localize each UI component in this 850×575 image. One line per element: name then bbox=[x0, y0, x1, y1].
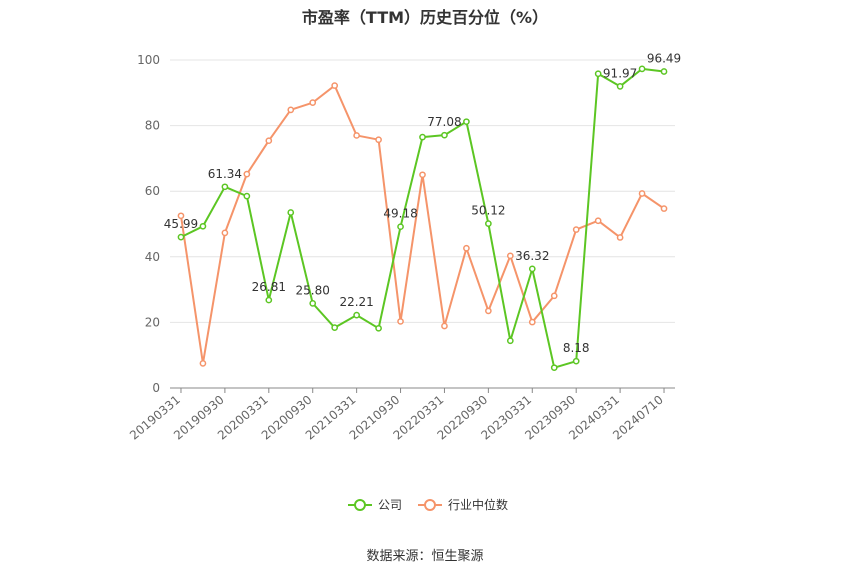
data-label: 45.99 bbox=[164, 217, 198, 231]
y-tick-label: 60 bbox=[145, 184, 160, 198]
data-point-industry-median bbox=[638, 190, 646, 197]
data-point-company bbox=[660, 68, 668, 75]
legend-label[interactable]: 公司 bbox=[378, 498, 402, 512]
data-point-industry-median bbox=[616, 234, 624, 241]
data-source: 数据来源：恒生聚源 bbox=[366, 549, 484, 564]
data-point-company bbox=[331, 324, 339, 331]
data-point-industry-median bbox=[375, 136, 382, 144]
data-point-industry-median bbox=[221, 229, 229, 237]
data-point-industry-median bbox=[660, 205, 668, 212]
data-point-company bbox=[419, 133, 426, 141]
data-label: 36.32 bbox=[515, 249, 549, 263]
data-point-company bbox=[353, 311, 360, 319]
chart-title: 市盈率（TTM）历史百分位（%） bbox=[301, 8, 549, 27]
data-point-company bbox=[616, 82, 624, 90]
y-tick-label: 0 bbox=[152, 381, 160, 395]
data-point-industry-median bbox=[485, 307, 492, 315]
data-point-industry-median bbox=[331, 82, 339, 89]
data-label: 26.81 bbox=[252, 280, 286, 294]
data-label: 8.18 bbox=[563, 341, 590, 355]
y-tick-label: 80 bbox=[145, 119, 160, 133]
data-point-industry-median bbox=[528, 318, 536, 326]
data-point-company bbox=[572, 357, 580, 365]
data-label: 22.21 bbox=[339, 295, 373, 309]
data-point-company bbox=[221, 183, 229, 191]
legend-marker-industry-median[interactable] bbox=[424, 499, 436, 511]
line-chart: 0204060801002019033120190930202003312020… bbox=[127, 52, 681, 512]
data-point-industry-median bbox=[177, 212, 185, 220]
data-point-industry-median bbox=[506, 252, 514, 260]
data-label: 49.18 bbox=[383, 207, 417, 221]
data-point-company bbox=[177, 233, 185, 241]
data-label: 77.08 bbox=[427, 115, 461, 129]
data-point-industry-median bbox=[243, 170, 251, 178]
data-point-company bbox=[309, 300, 317, 307]
data-point-company bbox=[243, 192, 251, 200]
data-point-company bbox=[287, 209, 295, 216]
data-point-industry-median bbox=[287, 106, 295, 114]
data-point-industry-median bbox=[441, 322, 448, 330]
data-point-company bbox=[550, 364, 558, 372]
data-point-company bbox=[638, 65, 646, 73]
data-point-company bbox=[594, 70, 602, 78]
data-point-company bbox=[441, 131, 448, 139]
data-point-company bbox=[375, 324, 382, 332]
data-point-industry-median bbox=[594, 217, 602, 225]
data-label: 25.80 bbox=[296, 283, 330, 297]
data-point-industry-median bbox=[419, 171, 426, 179]
data-point-company bbox=[506, 337, 514, 345]
data-point-company bbox=[265, 296, 273, 304]
data-point-industry-median bbox=[309, 99, 317, 106]
data-point-company bbox=[199, 222, 207, 230]
y-tick-label: 100 bbox=[137, 53, 160, 67]
data-label: 61.34 bbox=[208, 167, 242, 181]
data-label: 96.49 bbox=[647, 52, 681, 66]
data-point-company bbox=[397, 223, 404, 231]
y-tick-label: 40 bbox=[145, 250, 160, 264]
data-point-company bbox=[528, 265, 536, 273]
data-label: 50.12 bbox=[471, 204, 505, 218]
data-point-industry-median bbox=[550, 292, 558, 300]
data-point-company bbox=[485, 220, 492, 227]
legend-label[interactable]: 行业中位数 bbox=[448, 497, 508, 512]
data-label: 91.97 bbox=[603, 66, 637, 80]
data-point-industry-median bbox=[199, 360, 207, 367]
data-point-industry-median bbox=[572, 226, 580, 233]
data-point-industry-median bbox=[463, 244, 470, 252]
data-point-industry-median bbox=[397, 318, 404, 325]
data-point-industry-median bbox=[265, 137, 273, 145]
data-point-industry-median bbox=[353, 132, 360, 139]
data-point-company bbox=[463, 118, 470, 126]
legend-marker-company[interactable] bbox=[354, 499, 366, 511]
y-tick-label: 20 bbox=[145, 315, 160, 329]
